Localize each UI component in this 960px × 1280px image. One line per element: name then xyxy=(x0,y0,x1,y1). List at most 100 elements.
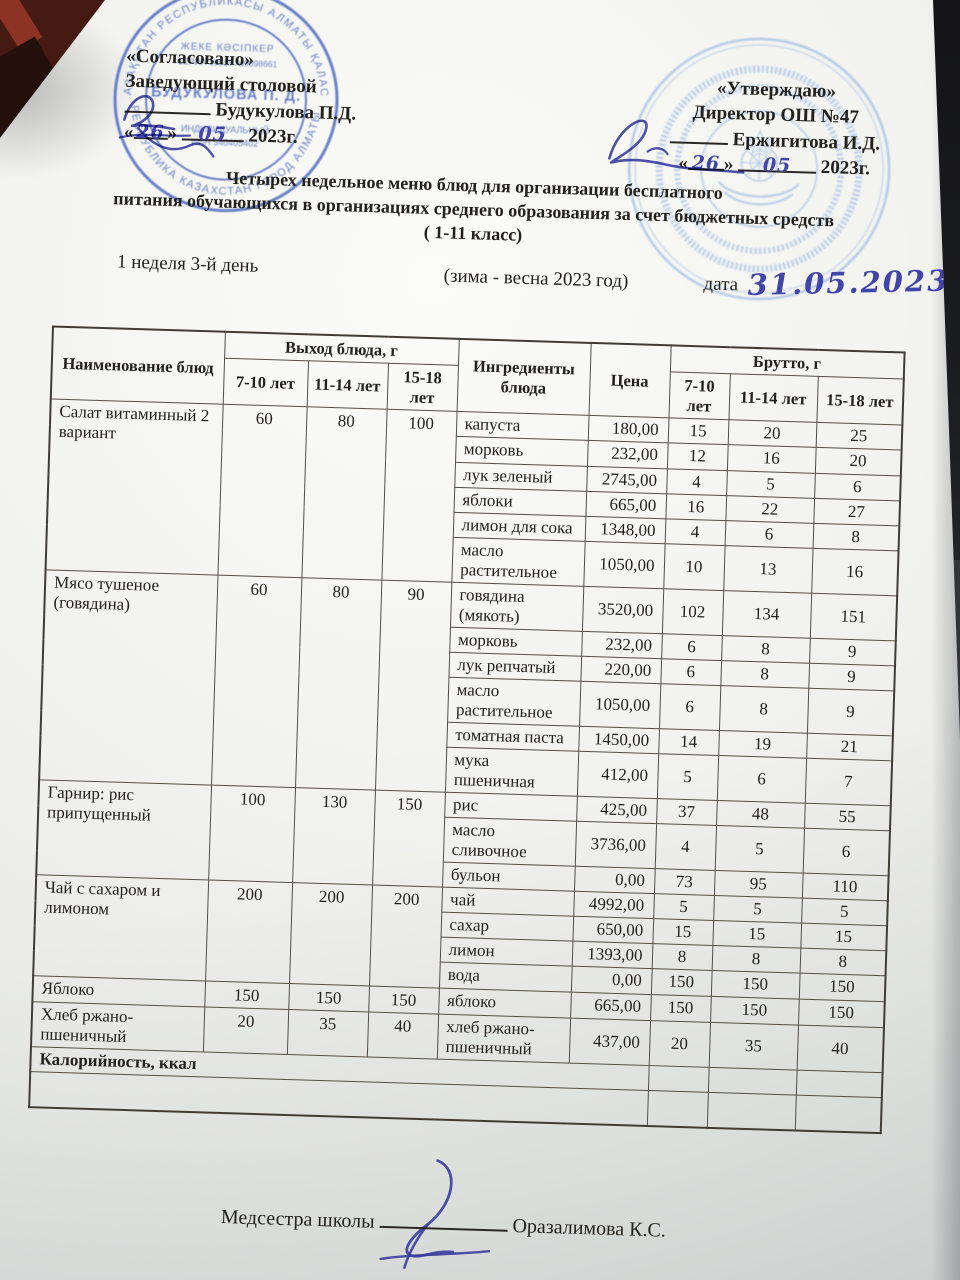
price-cell: 412,00 xyxy=(576,751,659,799)
brutto-cell: 150 xyxy=(798,998,885,1028)
brutto-cell: 150 xyxy=(798,973,886,1002)
price-cell: 650,00 xyxy=(572,916,654,945)
signoff-role: Медсестра школы xyxy=(220,1206,375,1233)
portion-out-cell: 200 xyxy=(205,880,293,984)
ingredient-cell: масло сливочное xyxy=(442,817,577,867)
empty-cell xyxy=(794,1094,882,1133)
header-age: 7-10 лет xyxy=(668,372,730,421)
brutto-cell: 151 xyxy=(809,593,898,641)
brutto-cell: 35 xyxy=(708,1021,799,1070)
brutto-cell: 20 xyxy=(648,1020,711,1068)
header-age: 7-10 лет xyxy=(222,358,309,408)
price-cell: 1348,00 xyxy=(584,515,666,544)
brutto-cell: 6 xyxy=(802,828,891,877)
brutto-cell: 8 xyxy=(651,944,713,971)
portion-out-cell: 60 xyxy=(211,574,302,788)
dish-name-cell: Чай с сахаром и лимоном xyxy=(33,875,209,981)
portion-out-cell: 35 xyxy=(286,1009,369,1057)
brutto-cell: 7 xyxy=(804,758,893,806)
header-dish: Наименование блюд xyxy=(50,326,225,405)
price-cell: 220,00 xyxy=(580,656,662,684)
price-cell: 0,00 xyxy=(573,866,655,894)
portion-out-cell: 100 xyxy=(381,409,457,583)
dish-name-cell: Хлеб ржано-пшеничный xyxy=(30,1001,205,1052)
date-label: дата xyxy=(703,273,739,296)
brutto-cell: 6 xyxy=(659,683,721,731)
empty-cell xyxy=(795,1069,883,1098)
portion-out-cell: 40 xyxy=(366,1011,439,1059)
brutto-cell: 20 xyxy=(727,420,817,448)
brutto-cell: 13 xyxy=(723,545,813,594)
price-cell: 1050,00 xyxy=(583,540,665,589)
signature-left xyxy=(118,94,215,158)
brutto-cell: 9 xyxy=(808,663,896,691)
brutto-cell: 27 xyxy=(813,497,901,526)
portion-out-cell: 80 xyxy=(295,577,382,791)
brutto-cell: 6 xyxy=(724,520,814,548)
header-price: Цена xyxy=(588,342,671,419)
portion-out-cell: 80 xyxy=(301,407,387,580)
ingredient-cell: говядина (мякоть) xyxy=(450,582,584,632)
brutto-cell: 134 xyxy=(721,590,812,639)
header-age: 15-18 лет xyxy=(386,363,458,412)
portion-out-cell: 150 xyxy=(288,983,370,1012)
brutto-cell: 4 xyxy=(654,823,717,871)
brutto-cell: 16 xyxy=(726,445,816,473)
price-cell: 665,00 xyxy=(585,490,667,519)
price-cell: 665,00 xyxy=(570,991,651,1021)
week-day-label: 1 неделя 3-й день xyxy=(116,251,259,277)
brutto-cell: 4 xyxy=(666,468,727,496)
price-cell: 2745,00 xyxy=(586,465,667,494)
brutto-cell: 21 xyxy=(806,733,893,761)
price-cell: 4992,00 xyxy=(573,891,654,919)
brutto-cell: 15 xyxy=(652,918,714,946)
brutto-cell: 73 xyxy=(653,868,715,896)
ingredient-cell: яблоко xyxy=(438,987,571,1018)
brutto-cell: 19 xyxy=(718,730,807,759)
season-label: (зима - весна 2023 год) xyxy=(443,265,629,293)
brutto-cell: 6 xyxy=(661,633,722,661)
brutto-cell: 8 xyxy=(720,660,810,689)
brutto-cell: 150 xyxy=(650,969,712,996)
brutto-cell: 55 xyxy=(804,803,891,831)
brutto-cell: 22 xyxy=(725,495,815,523)
header-ingredients: Ингредиенты блюда xyxy=(456,338,591,416)
portion-out-cell: 100 xyxy=(208,785,296,883)
brutto-cell: 102 xyxy=(661,588,724,636)
stamp-line2: СЕРИЯ 10915 №0098661 xyxy=(177,56,278,69)
brutto-cell: 5 xyxy=(801,898,888,927)
signature-right xyxy=(608,119,745,174)
brutto-cell: 9 xyxy=(809,638,896,666)
brutto-cell: 8 xyxy=(812,522,900,551)
brutto-cell: 20 xyxy=(814,447,902,476)
brutto-cell: 5 xyxy=(714,825,805,874)
brutto-cell: 95 xyxy=(713,870,803,899)
brutto-cell: 12 xyxy=(666,443,728,471)
brutto-cell: 6 xyxy=(814,472,901,501)
brutto-cell: 15 xyxy=(667,418,729,446)
price-cell: 180,00 xyxy=(587,415,669,444)
brutto-cell: 48 xyxy=(716,800,805,829)
empty-cell xyxy=(707,1067,797,1095)
brutto-cell: 110 xyxy=(801,873,889,902)
approval-right-year: 2023г. xyxy=(820,156,871,180)
brutto-cell: 15 xyxy=(712,920,802,949)
signature-line xyxy=(379,1207,508,1232)
portion-out-cell: 20 xyxy=(202,1006,289,1055)
brutto-cell: 8 xyxy=(718,685,809,734)
brutto-cell: 5 xyxy=(726,470,815,498)
brutto-cell: 150 xyxy=(710,970,800,999)
handwritten-date: 31.05.2023 xyxy=(747,263,950,302)
brutto-cell: 5 xyxy=(653,893,714,921)
brutto-cell: 16 xyxy=(665,493,727,521)
empty-cell xyxy=(647,1065,709,1093)
price-cell: 0,00 xyxy=(570,966,652,995)
ingredient-cell: масло растительное xyxy=(451,536,585,587)
brutto-cell: 150 xyxy=(650,994,711,1022)
price-cell: 3520,00 xyxy=(581,586,664,634)
portion-out-cell: 60 xyxy=(217,404,307,578)
empty-cell xyxy=(706,1092,796,1131)
price-cell: 232,00 xyxy=(586,440,668,469)
stamp-line1: ЖЕКЕ КӘСІПКЕР xyxy=(180,41,274,55)
